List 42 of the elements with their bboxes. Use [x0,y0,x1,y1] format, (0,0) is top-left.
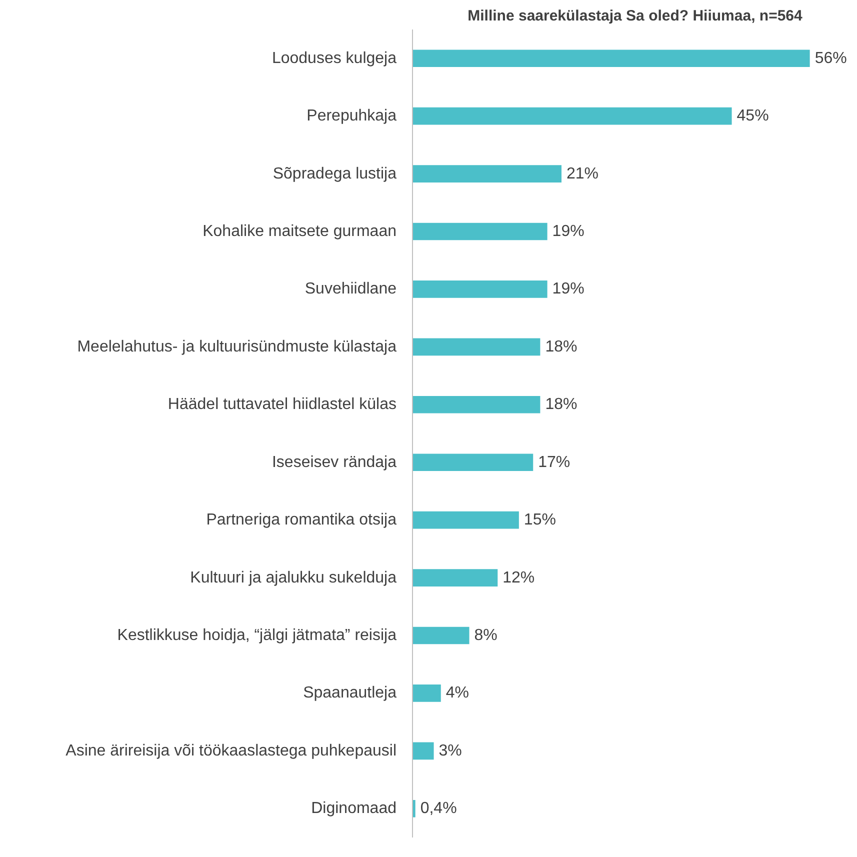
bar [412,511,519,529]
bar [412,684,441,702]
data-label: 12% [502,569,535,586]
bar [412,280,548,298]
data-label: 18% [545,396,578,414]
y-tick-label: Sõpradega lustija [272,165,397,182]
data-label: 21% [566,165,599,182]
y-tick-label: Kohalike maitsete gurmaan [202,223,397,240]
y-tick-label: Perepuhkaja [306,108,397,125]
y-tick-label: Suvehiidlane [304,280,397,298]
bar [412,742,434,760]
y-tick-label: Spaanautleja [303,684,397,702]
data-label: 45% [736,108,769,125]
y-tick-label: Meelelahutus- ja kultuurisündmuste külastaja [77,338,397,356]
data-label: 3% [438,742,462,760]
bar [412,396,540,414]
data-label: 0,4% [420,800,457,818]
y-tick-label: Looduses kulgeja [272,50,397,67]
data-label: 4% [446,684,470,702]
data-label: 18% [545,338,578,356]
y-tick-label: Häädel tuttavatel hiidlastel külas [168,396,396,414]
bar [412,107,732,125]
y-tick-label: Iseseisev rändaja [272,454,397,471]
bar [412,222,548,240]
y-tick-label: Asine ärireisija või töökaaslastega puhkepausil [66,742,396,760]
data-label: 56% [814,50,847,67]
bar [412,569,498,586]
bar [412,50,810,68]
bar [412,165,562,182]
data-label: 17% [538,454,570,471]
data-label: 15% [524,512,556,529]
bar [412,454,534,472]
y-tick-label: Kultuuri ja ajalukku sukelduja [190,569,397,586]
data-label: 8% [474,627,498,644]
data-label: 19% [552,280,584,298]
y-tick-label: Kestlikkuse hoidja, “jälgi jätmata” reisija [117,627,397,644]
data-label: 19% [552,223,584,240]
chart-title: Milline saarekülastaja Sa oled? Hiiumaa, n=564 [468,8,804,24]
bar [412,626,470,644]
bar [412,338,540,356]
y-tick-label: Diginomaad [311,800,397,818]
y-tick-label: Partneriga romantika otsija [206,512,397,529]
